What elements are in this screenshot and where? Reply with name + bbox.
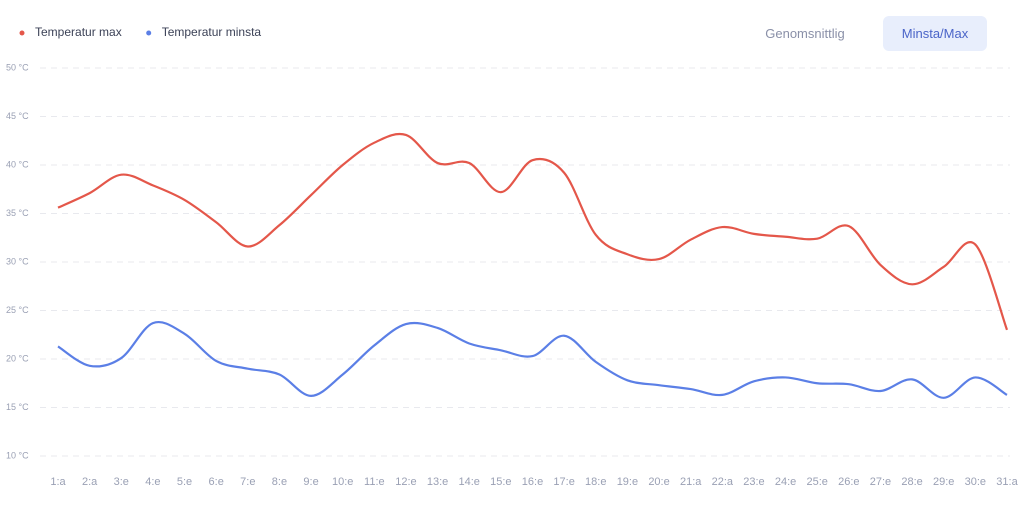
y-tick-label: 10 °C xyxy=(6,450,29,460)
line xyxy=(57,132,1009,331)
y-tick-label: 45 °C xyxy=(6,111,29,121)
x-tick-label: 31:a xyxy=(996,476,1018,488)
line xyxy=(57,321,1008,399)
x-tick-label: 10:e xyxy=(332,476,353,488)
legend-marker xyxy=(146,30,152,36)
x-tick-label: 14:e xyxy=(459,476,480,488)
x-tick-label: 13:e xyxy=(427,476,448,488)
x-tick-label: 1:a xyxy=(50,476,66,488)
y-tick-label: 50 °C xyxy=(6,62,29,72)
x-tick-label: 6:e xyxy=(209,476,224,488)
x-tick-label: 27:e xyxy=(870,476,891,488)
legend-label: Temperatur max xyxy=(35,25,122,39)
x-tick-label: 25:e xyxy=(806,476,827,488)
x-tick-label: 20:e xyxy=(648,476,669,488)
y-tick-label: 25 °C xyxy=(6,305,29,315)
x-tick-label: 21:a xyxy=(680,476,702,488)
x-tick-label: 28:e xyxy=(901,476,922,488)
y-tick-label: 20 °C xyxy=(6,353,29,363)
x-tick-label: 9:e xyxy=(303,476,318,488)
x-tick-label: 11:e xyxy=(364,476,385,488)
x-tick-label: 5:e xyxy=(177,476,192,488)
x-tick-label: 18:e xyxy=(585,476,606,488)
x-tick-label: 16:e xyxy=(522,476,543,488)
x-tick-label: 29:e xyxy=(933,476,954,488)
x-tick-label: 22:a xyxy=(712,476,734,488)
y-tick-label: 30 °C xyxy=(6,256,29,266)
x-tick-label: 24:e xyxy=(775,476,796,488)
toggle-button[interactable]: Genomsnittlig xyxy=(765,26,845,41)
toggle-button[interactable]: Minsta/Max xyxy=(883,16,987,51)
x-tick-label: 15:e xyxy=(490,476,511,488)
y-tick-label: 35 °C xyxy=(6,208,29,218)
x-tick-label: 3:e xyxy=(114,476,129,488)
y-tick-label: 40 °C xyxy=(6,159,29,169)
legend-marker xyxy=(19,30,25,36)
x-tick-label: 2:a xyxy=(82,476,98,488)
x-tick-label: 23:e xyxy=(743,476,764,488)
y-tick-label: 15 °C xyxy=(6,402,29,412)
x-tick-label: 26:e xyxy=(838,476,859,488)
legend-label: Temperatur minsta xyxy=(162,25,262,39)
x-tick-label: 17:e xyxy=(553,476,574,488)
x-tick-label: 8:e xyxy=(272,476,287,488)
x-tick-label: 19:e xyxy=(617,476,638,488)
x-tick-label: 30:e xyxy=(965,476,986,488)
x-tick-label: 4:e xyxy=(145,476,160,488)
x-tick-label: 12:e xyxy=(395,476,416,488)
x-tick-label: 7:e xyxy=(240,476,255,488)
